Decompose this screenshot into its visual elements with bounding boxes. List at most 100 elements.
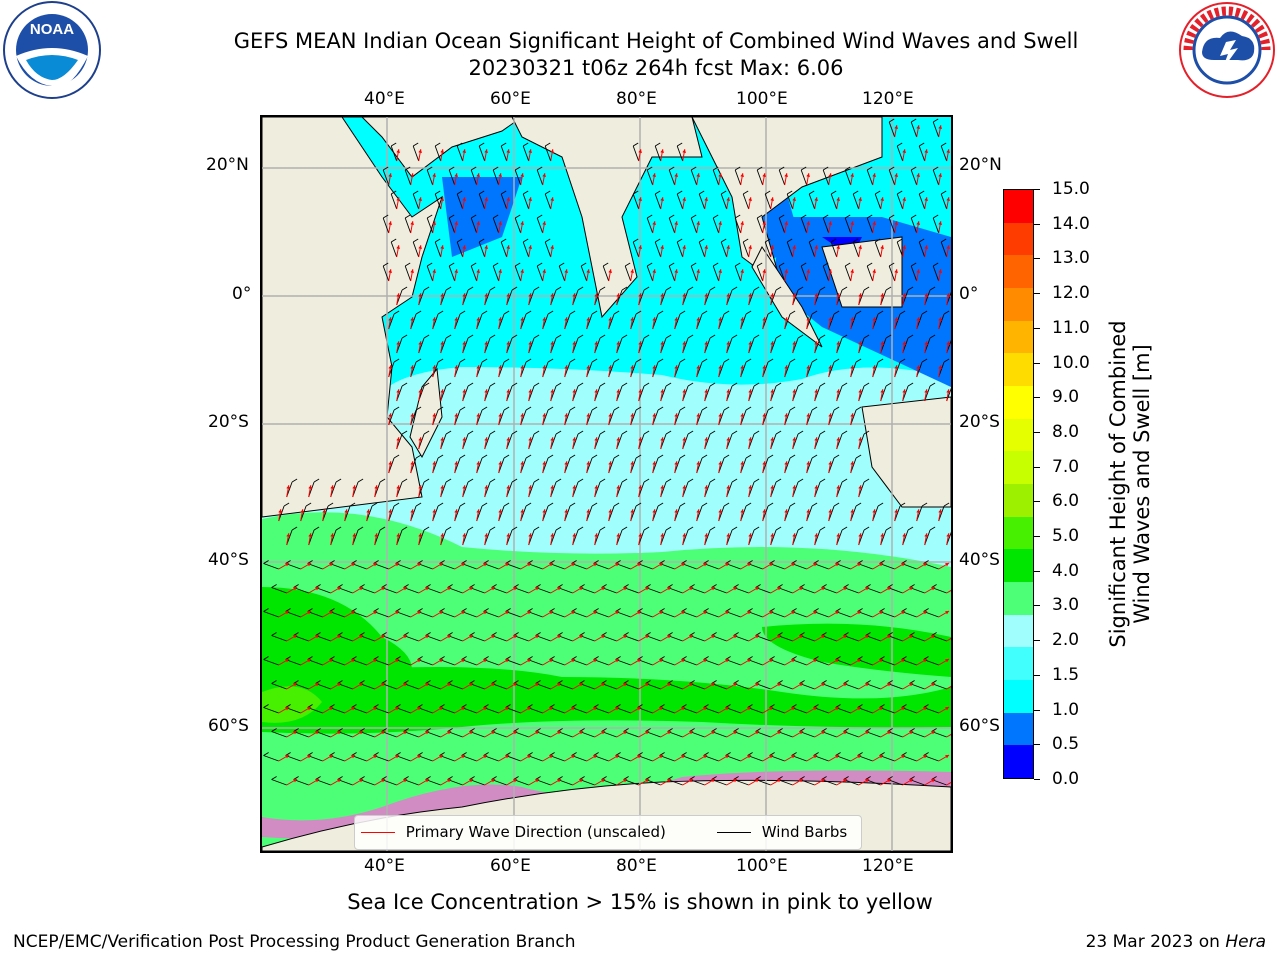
wave-direction-arrowhead bbox=[476, 269, 480, 273]
lat-label-right-0: 0° bbox=[959, 284, 979, 304]
wave-direction-arrowhead bbox=[799, 779, 804, 783]
wind-barb bbox=[822, 217, 830, 234]
wave-direction-arrowhead bbox=[792, 197, 796, 201]
wind-barb-flag bbox=[833, 454, 840, 459]
wave-direction-arrowhead bbox=[461, 659, 466, 663]
wave-direction-arrowhead bbox=[608, 317, 612, 321]
wind-barb-flag bbox=[505, 656, 511, 660]
wind-barb-flag bbox=[293, 680, 299, 684]
wave-direction-arrowhead bbox=[557, 635, 562, 639]
wave-direction-arrowhead bbox=[836, 341, 840, 345]
wind-barb-flag bbox=[668, 262, 675, 267]
wave-direction-arrowhead bbox=[762, 221, 766, 225]
wind-barb bbox=[888, 265, 896, 282]
wave-direction-arrowhead bbox=[946, 533, 950, 537]
wind-barb-flag bbox=[513, 680, 519, 684]
wave-direction-arrowhead bbox=[726, 341, 730, 345]
wind-barb-flag bbox=[415, 454, 422, 459]
wave-direction-arrowhead bbox=[726, 245, 730, 249]
wind-barb-flag bbox=[601, 680, 607, 684]
wind-barb-flag bbox=[381, 584, 387, 588]
wave-direction-arrowhead bbox=[483, 611, 488, 615]
wave-direction-arrowhead bbox=[924, 341, 928, 345]
wave-direction-arrowhead bbox=[462, 149, 466, 153]
wind-barb bbox=[888, 217, 896, 234]
wind-barb-flag bbox=[307, 752, 313, 756]
wind-barb-flag bbox=[511, 334, 518, 339]
wave-band-5m bbox=[262, 686, 322, 723]
wind-barb-flag bbox=[335, 526, 342, 531]
wind-barb-flag bbox=[569, 454, 576, 459]
wind-barb-flag bbox=[513, 776, 519, 780]
wave-direction-arrowhead bbox=[923, 659, 928, 663]
lon-label-top-100e: 100°E bbox=[736, 89, 788, 109]
wind-barb bbox=[470, 169, 478, 186]
wave-direction-arrowhead bbox=[755, 731, 760, 735]
wave-direction-arrowhead bbox=[733, 635, 738, 639]
wave-direction-arrowhead bbox=[549, 611, 554, 615]
wind-barb-flag bbox=[778, 214, 785, 219]
wind-barb-flag bbox=[439, 608, 445, 612]
wind-barb-flag bbox=[393, 502, 400, 507]
wave-direction-arrowhead bbox=[762, 317, 766, 321]
wave-direction-arrowhead bbox=[857, 755, 862, 759]
wave-direction-arrowhead bbox=[872, 173, 876, 177]
wave-direction-arrowhead bbox=[307, 563, 312, 567]
wave-direction-arrowhead bbox=[527, 707, 532, 711]
wave-direction-arrowhead bbox=[308, 485, 312, 489]
wave-direction-arrowhead bbox=[630, 461, 634, 465]
wave-direction-arrowhead bbox=[417, 707, 422, 711]
wind-barb-flag bbox=[646, 166, 653, 171]
wind-barb-flag bbox=[931, 680, 937, 684]
wave-direction-arrowhead bbox=[330, 533, 334, 537]
wind-barb bbox=[830, 193, 838, 210]
wind-barb-flag bbox=[423, 334, 430, 339]
wave-direction-arrowhead bbox=[396, 245, 400, 249]
legend-label-wave-direction: Primary Wave Direction (unscaled) bbox=[405, 823, 666, 841]
wind-barb-flag bbox=[481, 502, 488, 507]
wave-direction-arrowhead bbox=[432, 221, 436, 225]
wind-barb bbox=[932, 217, 940, 234]
wind-barb-flag bbox=[940, 142, 947, 147]
wind-barb-flag bbox=[558, 262, 565, 267]
colorbar-tick-mark bbox=[1034, 189, 1040, 190]
wind-barb bbox=[712, 169, 720, 186]
wave-direction-arrowhead bbox=[418, 149, 422, 153]
wind-barb-flag bbox=[855, 358, 862, 363]
wind-barb bbox=[896, 193, 904, 210]
wave-direction-arrowhead bbox=[579, 779, 584, 783]
wave-direction-arrowhead bbox=[506, 389, 510, 393]
wave-direction-arrowhead bbox=[652, 269, 656, 273]
wind-barb-flag bbox=[865, 680, 871, 684]
wave-direction-arrowhead bbox=[806, 317, 810, 321]
wind-barb-flag bbox=[393, 454, 400, 459]
wave-direction-arrowhead bbox=[681, 611, 686, 615]
wind-barb-flag bbox=[307, 704, 313, 708]
wave-direction-arrowhead bbox=[945, 563, 950, 567]
wind-barb-flag bbox=[492, 214, 499, 219]
wind-barb bbox=[910, 169, 918, 186]
wind-barb-flag bbox=[711, 584, 717, 588]
wave-direction-arrowhead bbox=[571, 563, 576, 567]
wind-barb bbox=[808, 241, 816, 258]
wave-direction-arrowhead bbox=[770, 437, 774, 441]
wind-barb-flag bbox=[373, 608, 379, 612]
wave-direction-arrowhead bbox=[652, 365, 656, 369]
wind-barb-flag bbox=[888, 262, 895, 267]
wind-barb-flag bbox=[637, 608, 643, 612]
wind-barb-flag bbox=[359, 680, 365, 684]
wind-barb bbox=[390, 193, 398, 210]
wave-direction-arrowhead bbox=[836, 485, 840, 489]
wind-barb-flag bbox=[665, 478, 672, 483]
wind-barb-flag bbox=[503, 502, 510, 507]
colorbar-swatch bbox=[1004, 451, 1033, 484]
wind-barb bbox=[263, 611, 279, 618]
wind-barb-flag bbox=[481, 454, 488, 459]
wind-barb-flag bbox=[725, 560, 731, 564]
wind-barb-flag bbox=[808, 190, 815, 195]
wind-barb-flag bbox=[514, 262, 521, 267]
wind-barb-flag bbox=[910, 166, 917, 171]
wind-barb-flag bbox=[667, 776, 673, 780]
wind-barb-flag bbox=[745, 406, 752, 411]
wind-barb-flag bbox=[557, 584, 563, 588]
